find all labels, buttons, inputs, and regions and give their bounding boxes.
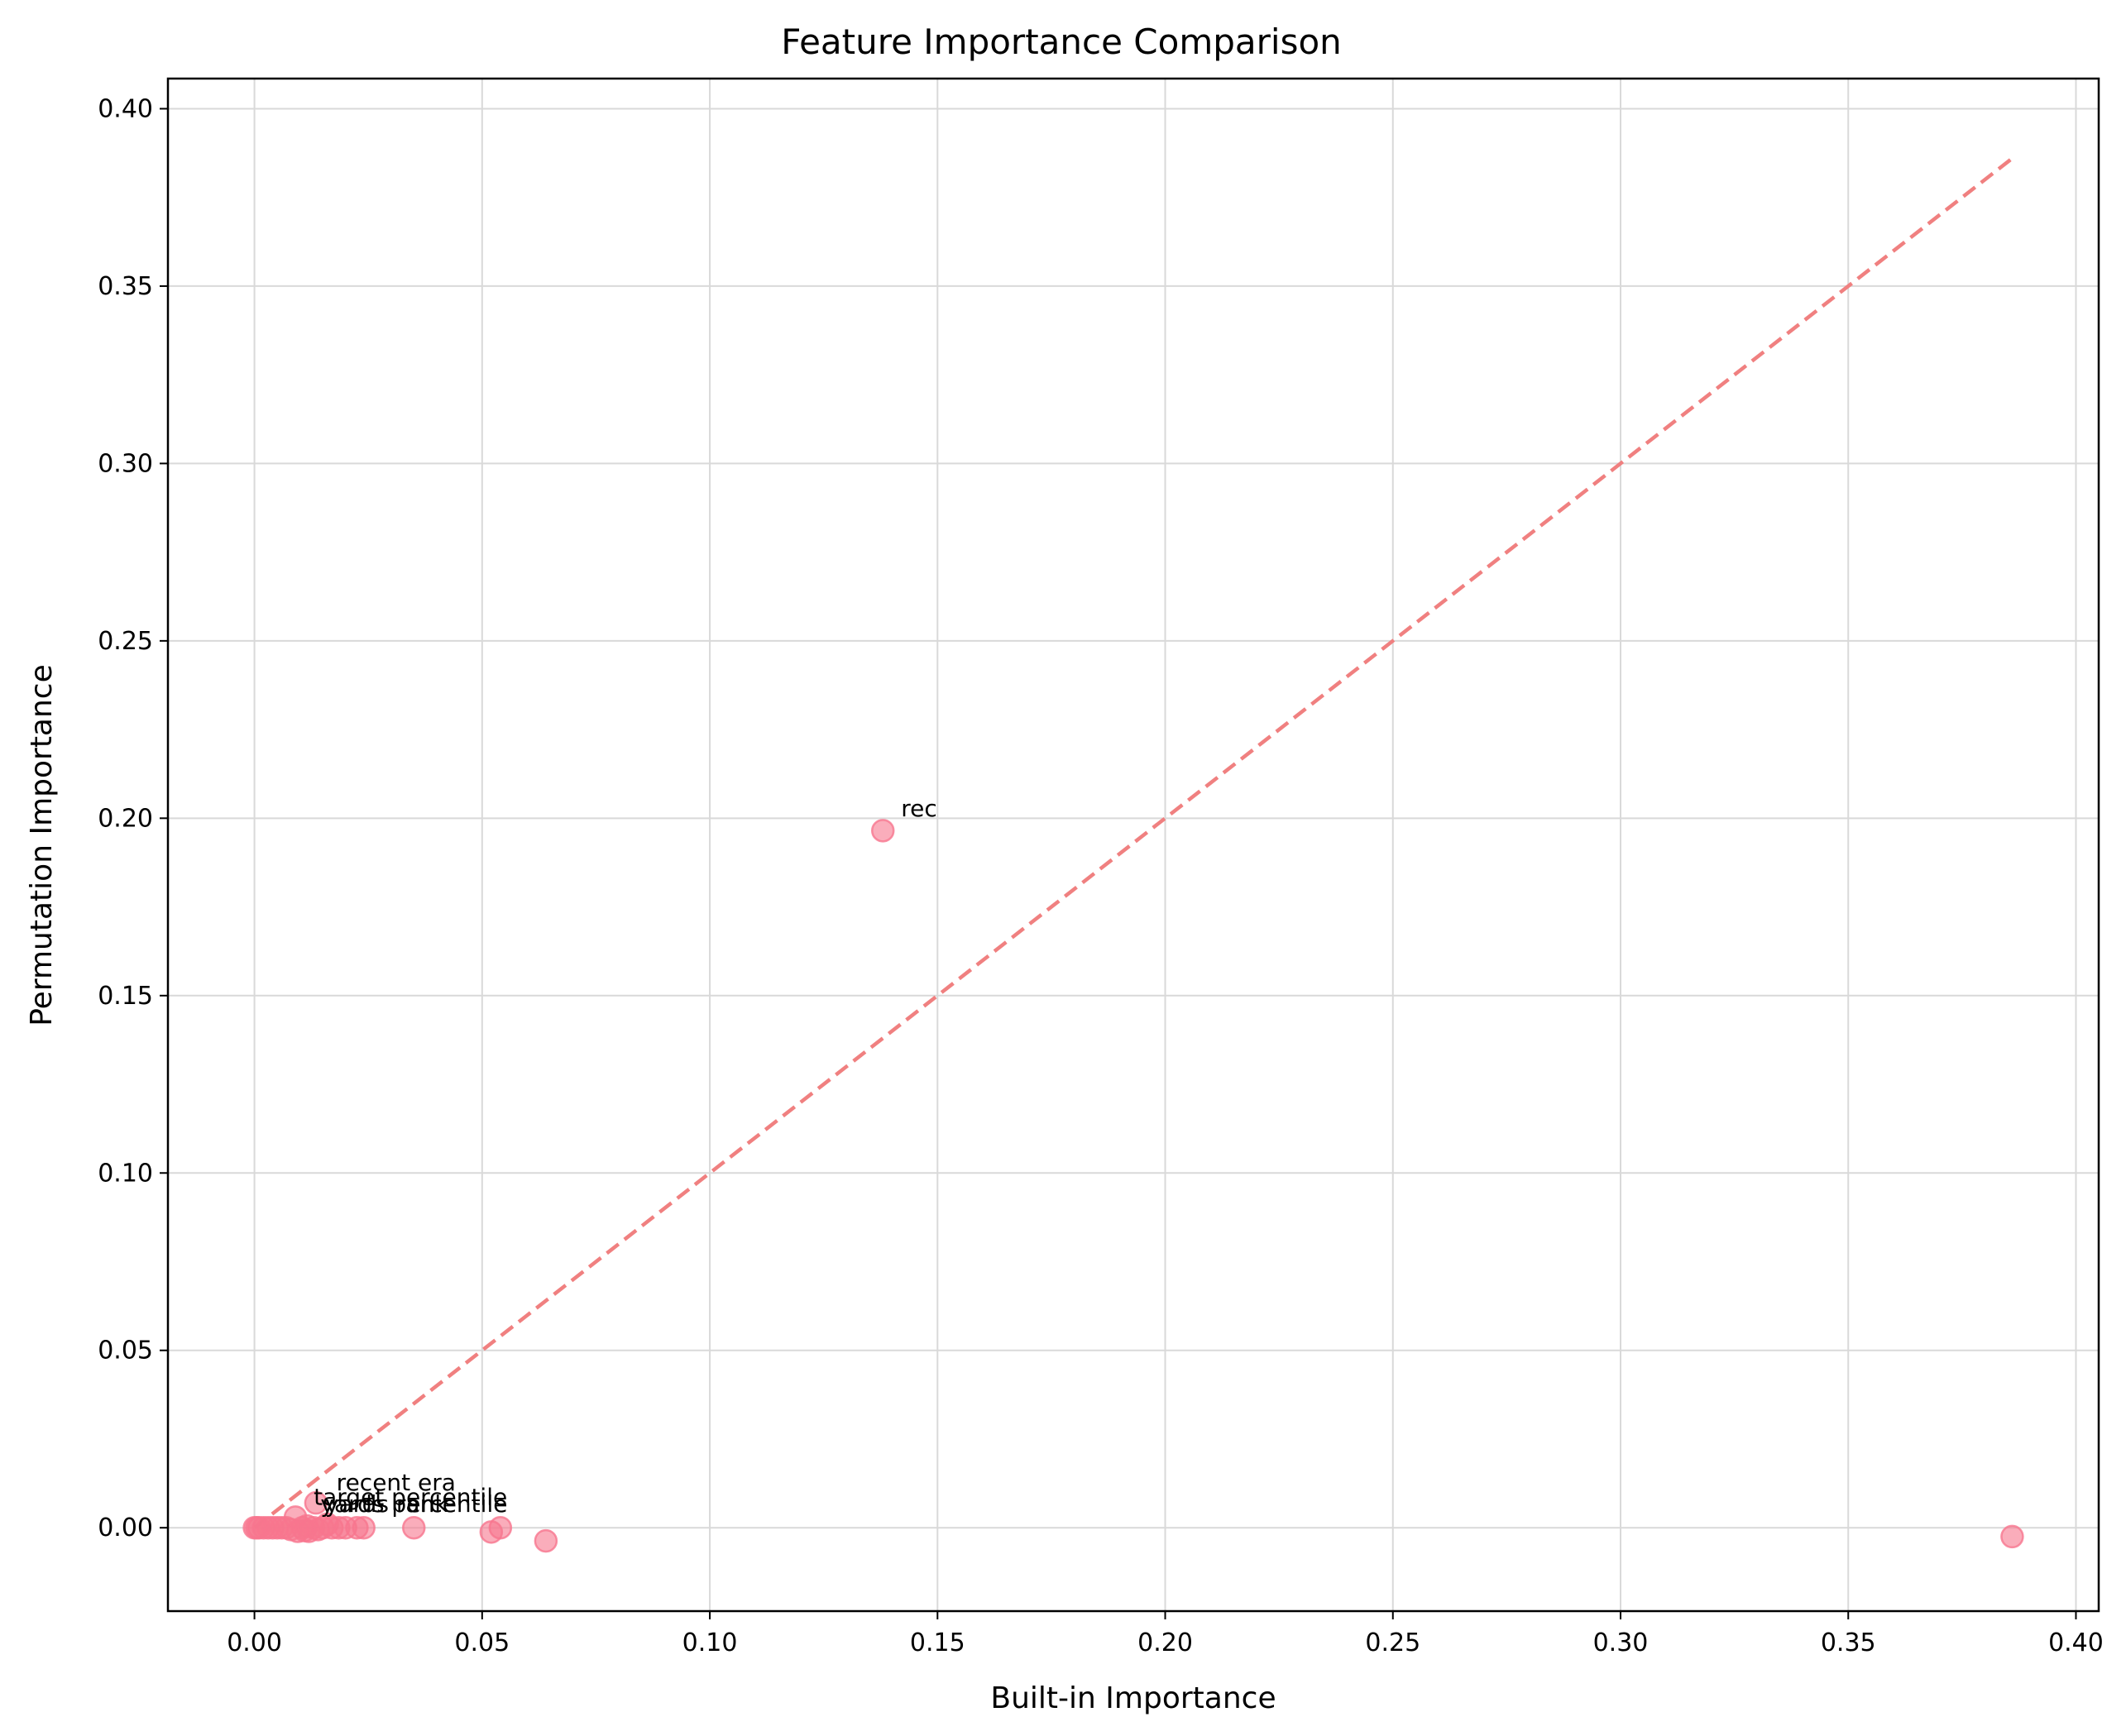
y-tick-label: 0.00 xyxy=(98,1514,153,1542)
scatter-point xyxy=(2000,1524,2024,1549)
plot-frame xyxy=(166,77,2100,1613)
x-tick-label: 0.25 xyxy=(1365,1628,1420,1657)
y-axis-ticks: 0.00 0.05 0.10 0.15 0.20 0.25 0.30 0.35 0.40 xyxy=(98,94,168,1542)
x-tick-label: 0.35 xyxy=(1821,1628,1876,1657)
y-tick-label: 0.35 xyxy=(98,272,153,301)
scatter-point xyxy=(402,1515,426,1540)
reference-line-layer xyxy=(253,156,2013,1529)
x-tick-label: 0.10 xyxy=(682,1628,738,1657)
point-annotation: target percentile xyxy=(314,1483,507,1510)
y-tick-label: 0.30 xyxy=(98,449,153,478)
scatter-point xyxy=(352,1515,376,1540)
point-annotation: recent era xyxy=(337,1469,456,1496)
y-tick-label: 0.05 xyxy=(98,1337,153,1365)
x-tick-label: 0.05 xyxy=(454,1628,510,1657)
x-axis-label: Built-in Importance xyxy=(990,1681,1276,1715)
grid-layer xyxy=(168,79,2099,1611)
scatter-point xyxy=(488,1515,513,1540)
y-tick-label: 0.25 xyxy=(98,627,153,656)
scatter-point xyxy=(304,1490,328,1515)
scatter-point xyxy=(534,1528,558,1553)
y-tick-label: 0.10 xyxy=(98,1159,153,1188)
x-tick-label: 0.00 xyxy=(227,1628,282,1657)
y-tick-label: 0.15 xyxy=(98,982,153,1011)
point-annotation: yards percentile xyxy=(320,1490,507,1518)
x-tick-label: 0.20 xyxy=(1137,1628,1193,1657)
y-tick-label: 0.20 xyxy=(98,804,153,833)
points-layer xyxy=(242,819,2024,1553)
y-tick-label: 0.40 xyxy=(98,94,153,123)
x-tick-label: 0.40 xyxy=(2048,1628,2104,1657)
scatter-point xyxy=(870,819,895,843)
x-axis-ticks: 0.00 0.05 0.10 0.15 0.20 0.25 0.30 0.35 0.40 xyxy=(227,1611,2104,1657)
point-annotation: yards rank xyxy=(325,1490,448,1518)
chart-title: Feature Importance Comparison xyxy=(781,22,1342,62)
x-tick-label: 0.30 xyxy=(1593,1628,1649,1657)
point-annotation: rec xyxy=(901,795,937,822)
x-tick-label: 0.15 xyxy=(910,1628,965,1657)
y-axis-label: Permutation Importance xyxy=(25,664,59,1026)
reference-diagonal-line xyxy=(253,156,2013,1529)
